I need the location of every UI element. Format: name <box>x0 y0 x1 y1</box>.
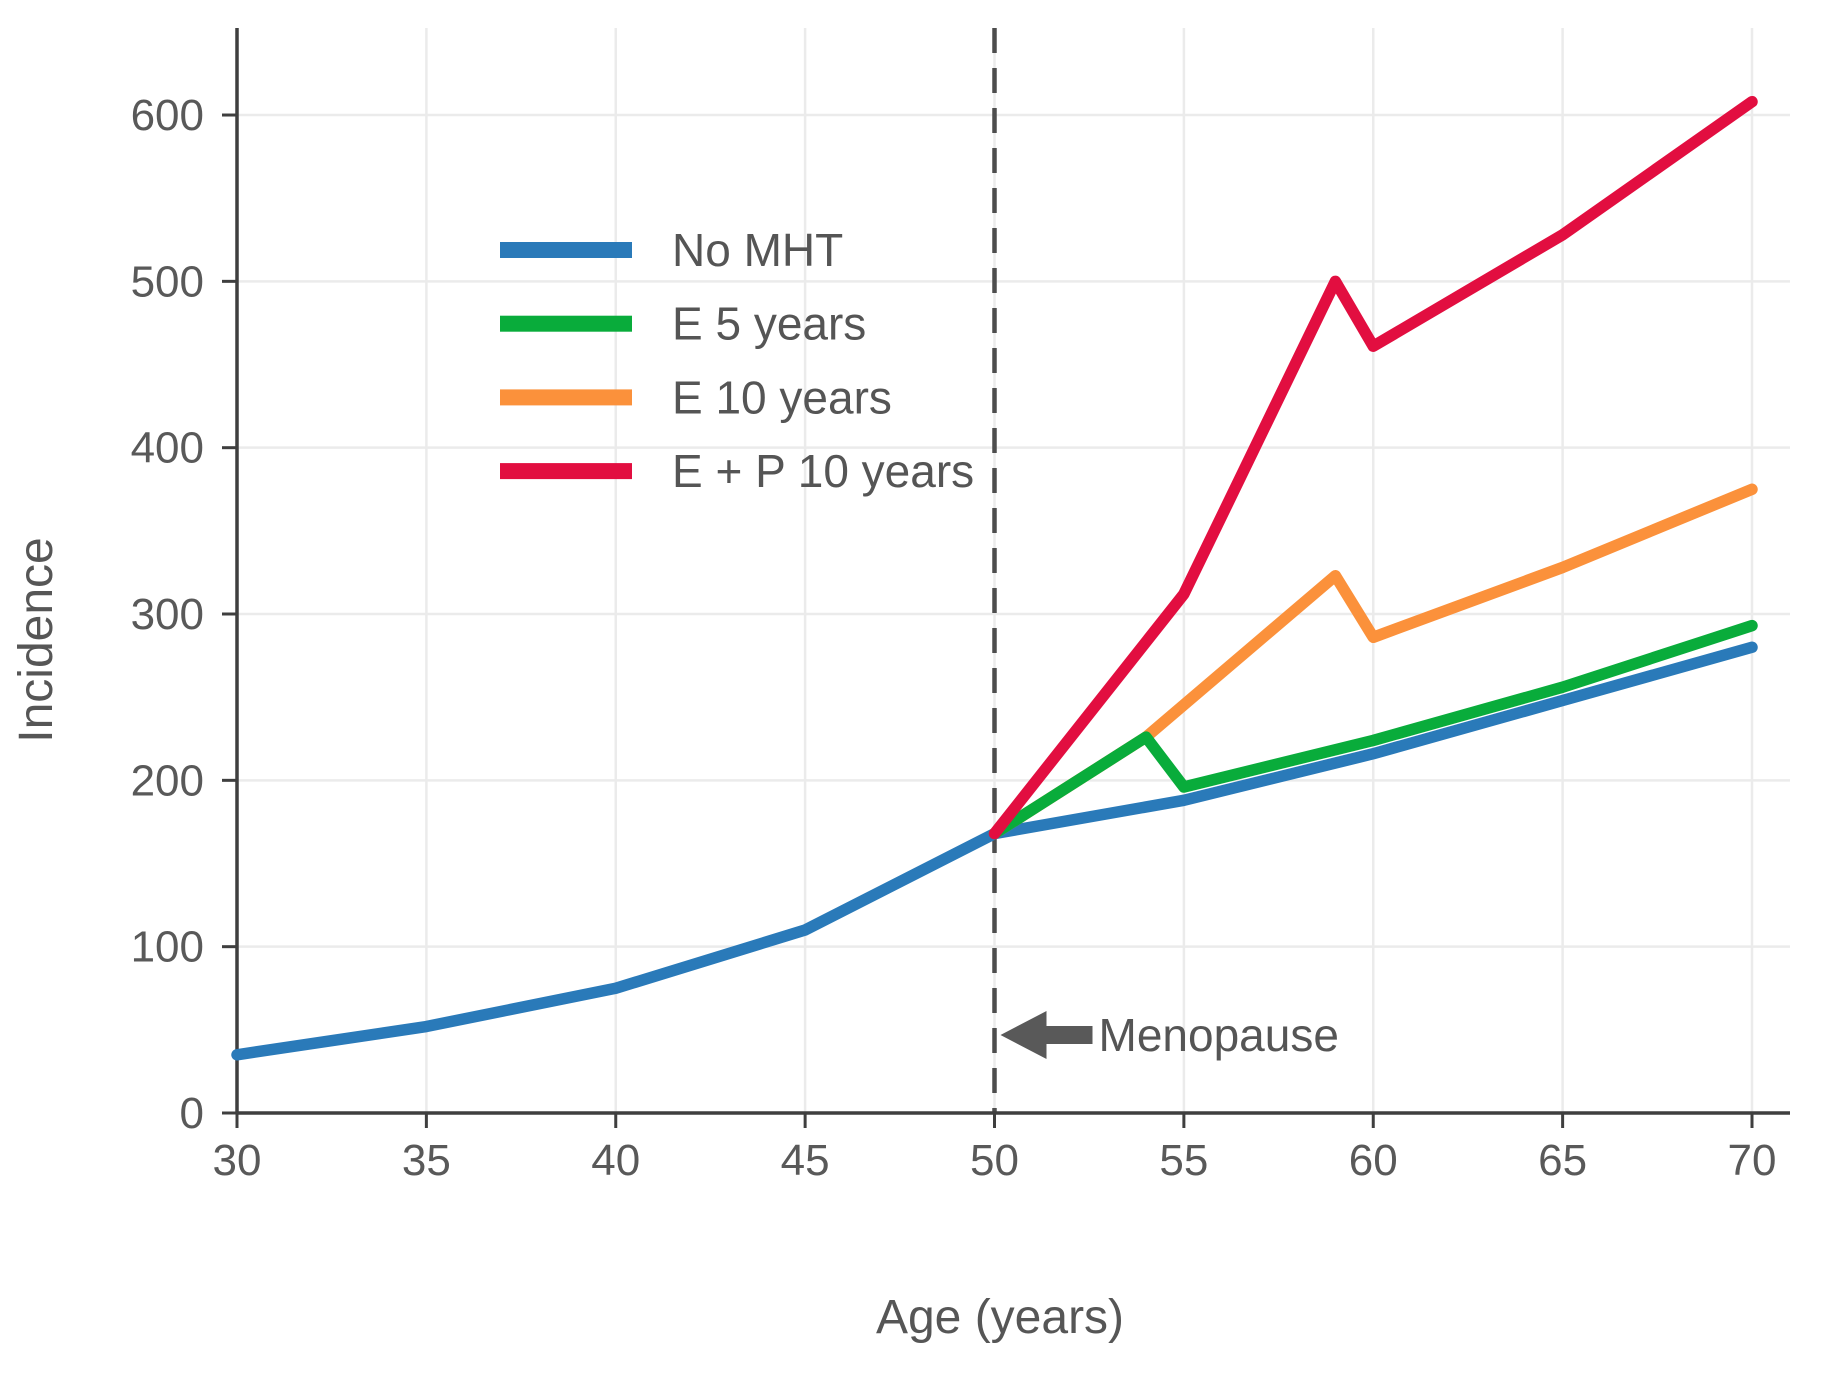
legend-swatch-no-mht <box>500 242 632 258</box>
menopause-annotation-label: Menopause <box>1099 1009 1339 1061</box>
x-tick-label-50: 50 <box>970 1136 1019 1185</box>
y-tick-label-100: 100 <box>131 923 204 972</box>
x-tick-label-55: 55 <box>1159 1136 1208 1185</box>
x-tick-label-40: 40 <box>591 1136 640 1185</box>
x-tick-label-65: 65 <box>1538 1136 1587 1185</box>
y-tick-label-200: 200 <box>131 756 204 805</box>
legend-swatch-e-10-years <box>500 389 632 406</box>
x-axis-title: Age (years) <box>876 1291 1124 1344</box>
y-tick-label-300: 300 <box>131 590 204 639</box>
legend-label-no-mht: No MHT <box>672 224 843 276</box>
legend-swatch-e-5-years <box>500 315 632 332</box>
legend-label-e-5-years: E 5 years <box>672 298 866 350</box>
y-tick-label-600: 600 <box>131 91 204 140</box>
y-tick-label-500: 500 <box>131 257 204 306</box>
arrow-left-icon <box>1000 1011 1093 1059</box>
legend-swatch-e-p-10-years <box>500 463 632 480</box>
legend-label-e-10-years: E 10 years <box>672 371 892 423</box>
x-tick-label-35: 35 <box>402 1136 451 1185</box>
x-tick-label-30: 30 <box>213 1136 262 1185</box>
legend-label-e-p-10-years: E + P 10 years <box>672 445 974 497</box>
y-tick-label-400: 400 <box>131 424 204 473</box>
series-line-e-5-years <box>988 619 1758 840</box>
x-tick-label-70: 70 <box>1728 1136 1777 1185</box>
x-tick-label-60: 60 <box>1349 1136 1398 1185</box>
x-tick-label-45: 45 <box>781 1136 830 1185</box>
y-tick-label-0: 0 <box>180 1089 204 1138</box>
series-line-e-p-10-years <box>988 95 1758 840</box>
y-axis-title: Incidence <box>10 537 63 742</box>
